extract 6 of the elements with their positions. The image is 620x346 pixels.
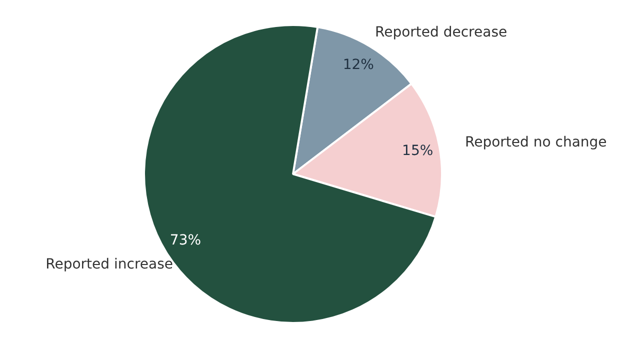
data-label: 15% [402,142,434,159]
slice-label: Reported decrease [375,24,508,41]
slice-label: Reported increase [46,256,173,273]
data-label: 12% [342,57,374,74]
slice-label: Reported no change [465,134,607,151]
data-label: 73% [170,232,202,249]
